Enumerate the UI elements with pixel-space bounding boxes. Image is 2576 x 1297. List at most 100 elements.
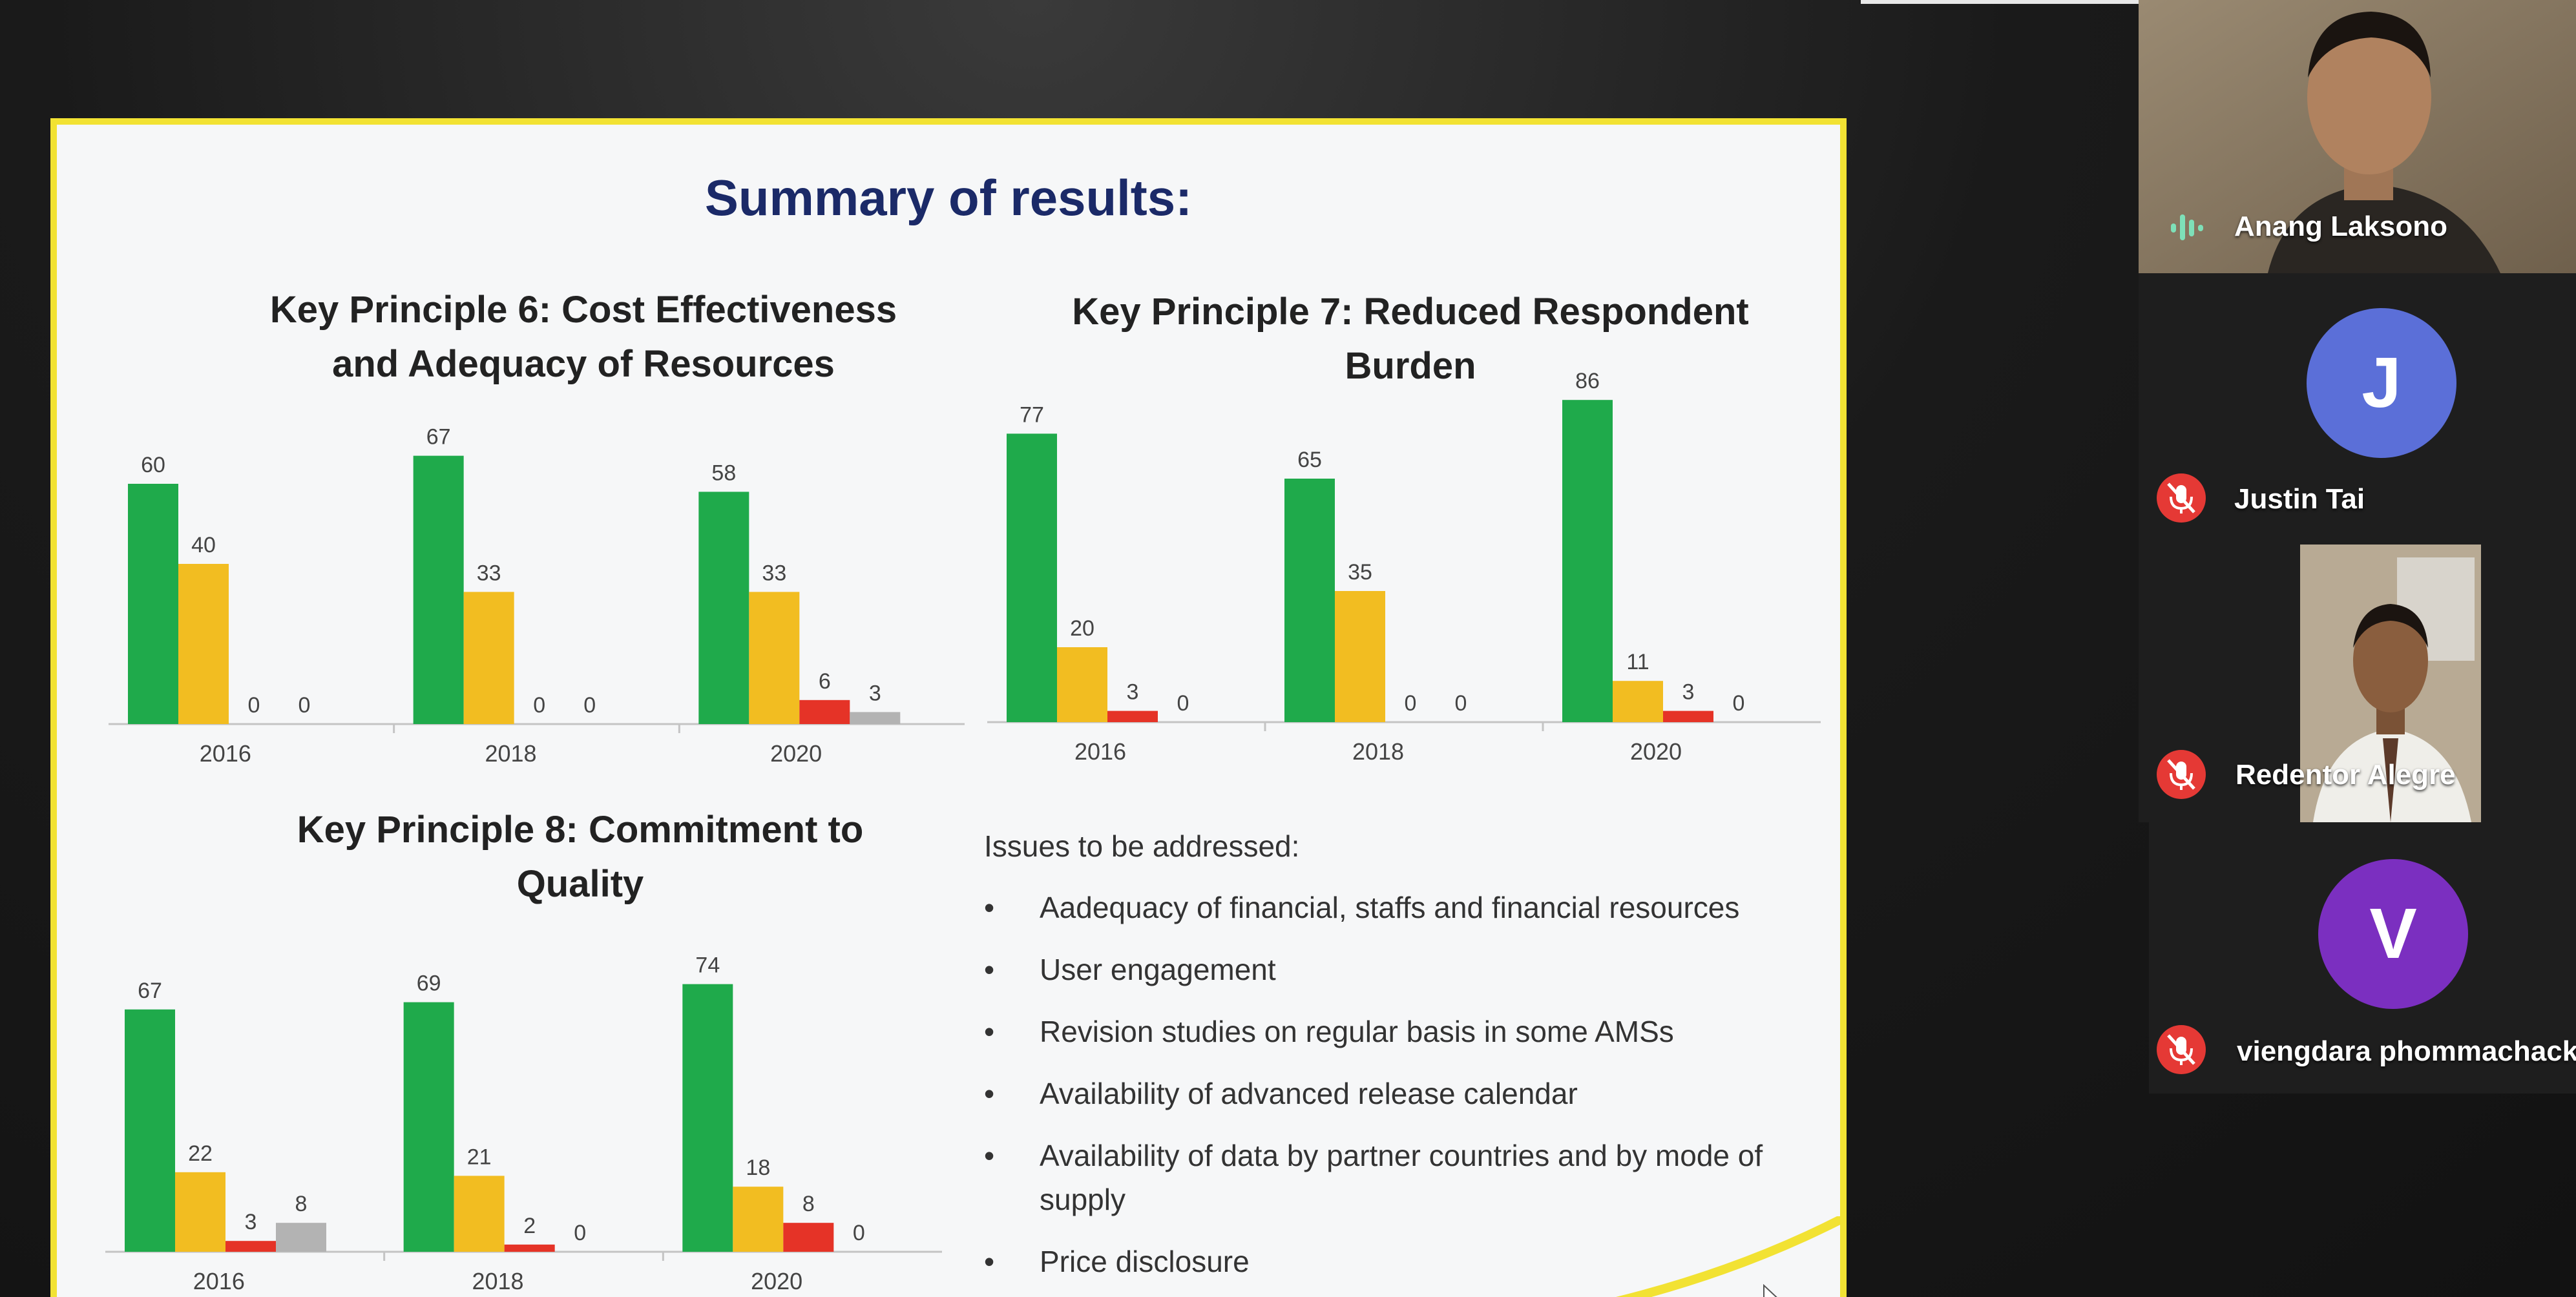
bar-yellow — [454, 1176, 505, 1252]
data-label: 0 — [298, 693, 311, 718]
data-label: 0 — [1405, 691, 1417, 716]
chart-title-line: Key Principle 6: Cost Effectiveness — [269, 289, 897, 331]
bar-green — [413, 455, 464, 724]
data-label: 8 — [802, 1192, 815, 1216]
data-label: 33 — [762, 561, 786, 585]
bar-red — [504, 1244, 555, 1252]
chart-title-kp8: Key Principle 8: Commitment to Quality — [154, 803, 1007, 911]
x-tick-label: 2018 — [485, 740, 536, 767]
bar-green — [1007, 433, 1057, 722]
participant-tile-redentor[interactable]: Redentor Alegre — [2139, 545, 2576, 822]
bar-yellow — [1335, 591, 1385, 722]
list-item: • Aadequacy of financial, staffs and fina… — [984, 886, 1840, 929]
participant-name: viengdara phommachack — [2237, 1035, 2576, 1067]
data-label: 3 — [1682, 680, 1695, 705]
chart-title-line: Key Principle 8: Commitment to — [297, 809, 864, 851]
participant-tile-justin[interactable]: J Justin Tai — [2139, 273, 2576, 545]
window-edge — [1861, 0, 2145, 4]
data-label: 35 — [1348, 560, 1372, 585]
bar-yellow — [463, 592, 514, 724]
participant-name: Anang Laksono — [2234, 211, 2448, 242]
bar-grey — [850, 712, 901, 724]
bar-yellow — [178, 564, 229, 724]
data-label: 67 — [426, 425, 451, 450]
participant-tile-anang[interactable]: Anang Laksono — [2139, 0, 2576, 273]
x-tick-label: 2020 — [770, 740, 822, 767]
data-label: 22 — [188, 1141, 213, 1166]
audio-wave-icon — [2171, 214, 2203, 240]
bar-green — [128, 484, 178, 724]
data-label: 58 — [711, 461, 736, 485]
bar-grey — [276, 1223, 326, 1252]
bar-red — [1663, 711, 1713, 722]
data-label: 40 — [191, 533, 216, 557]
bar-yellow — [749, 592, 800, 724]
participants-panel: Anang Laksono J Justin Tai Redentor Aleg… — [2139, 0, 2576, 1111]
data-label: 65 — [1297, 448, 1322, 472]
issue-text: Revision studies on regular basis in som… — [1040, 1015, 1674, 1048]
x-tick-label: 2020 — [1630, 738, 1682, 765]
issue-text: Availability of advanced release calenda… — [1040, 1077, 1578, 1110]
chart-kp8: 67 22 3 8 2016 69 21 2 0 2018 74 18 8 0 2020 — [105, 953, 942, 1294]
data-label: 0 — [1455, 691, 1467, 716]
bar-green — [1284, 479, 1335, 722]
x-tick-label: 2020 — [751, 1268, 802, 1294]
chart-title-kp6: Key Principle 6: Cost Effectiveness and … — [154, 283, 1013, 391]
data-label: 60 — [141, 453, 165, 477]
data-label: 11 — [1626, 650, 1649, 674]
data-label: 18 — [746, 1156, 770, 1180]
bar-green — [682, 984, 733, 1252]
data-label: 21 — [467, 1145, 492, 1169]
mic-muted-icon — [2157, 1025, 2206, 1074]
bar-red — [225, 1241, 276, 1252]
participant-name: Justin Tai — [2234, 483, 2365, 515]
decorative-swoosh — [1615, 1216, 1840, 1297]
list-item: • Availability of data by partner countri… — [984, 1134, 1840, 1221]
data-label: 67 — [138, 979, 162, 1003]
data-label: 20 — [1070, 616, 1094, 641]
data-label: 8 — [295, 1192, 308, 1216]
bar-red — [799, 700, 850, 724]
issues-list: Issues to be addressed: • Aadequacy of fi… — [984, 829, 1840, 1297]
data-label: 0 — [1733, 691, 1745, 716]
chart-title-kp7: Key Principle 7: Reduced Respondent Burd… — [990, 285, 1830, 393]
chart-title-line: and Adequacy of Resources — [332, 343, 835, 386]
data-label: 2 — [523, 1214, 536, 1238]
data-label: 3 — [1127, 680, 1139, 705]
data-label: 86 — [1575, 369, 1600, 393]
list-item: • User engagement — [984, 948, 1840, 991]
data-label: 0 — [248, 693, 260, 718]
data-label: 3 — [245, 1210, 257, 1234]
bar-yellow — [1613, 681, 1663, 722]
video-feed — [2139, 0, 2576, 273]
data-label: 0 — [574, 1221, 586, 1245]
x-tick-label: 2016 — [193, 1268, 245, 1294]
data-label: 33 — [477, 561, 501, 585]
x-tick-label: 2018 — [472, 1268, 523, 1294]
bullet: • — [984, 1245, 995, 1278]
mouse-cursor-icon — [1763, 1284, 1777, 1297]
bar-green — [125, 1009, 175, 1252]
data-label: 0 — [853, 1221, 865, 1245]
x-tick-label: 2016 — [1074, 738, 1126, 765]
list-item: • Revision studies on regular basis in so… — [984, 1010, 1840, 1053]
chart-kp6: 60 40 0 0 2016 67 33 0 0 2018 58 33 6 3 2020 — [109, 425, 965, 767]
chart-title-line: Quality — [516, 863, 644, 906]
data-label: 69 — [417, 971, 441, 996]
bar-yellow — [175, 1172, 225, 1252]
participant-name: Redentor Alegre — [2236, 759, 2456, 791]
slide-title: Summary of results: — [704, 169, 1193, 226]
mic-muted-icon — [2157, 750, 2206, 799]
issue-text: User engagement — [1040, 953, 1276, 986]
bar-yellow — [1057, 647, 1107, 722]
participant-tile-viengdara[interactable]: V viengdara phommachack — [2149, 822, 2576, 1094]
issues-heading: Issues to be addressed: — [984, 829, 1300, 863]
avatar: V — [2318, 859, 2468, 1009]
data-label: 6 — [819, 669, 831, 694]
bullet: • — [984, 1139, 995, 1172]
bar-green — [403, 1002, 454, 1252]
bar-red — [1107, 711, 1158, 722]
bar-yellow — [733, 1187, 784, 1252]
issue-text: Aadequacy of financial, staffs and finan… — [1040, 891, 1740, 924]
